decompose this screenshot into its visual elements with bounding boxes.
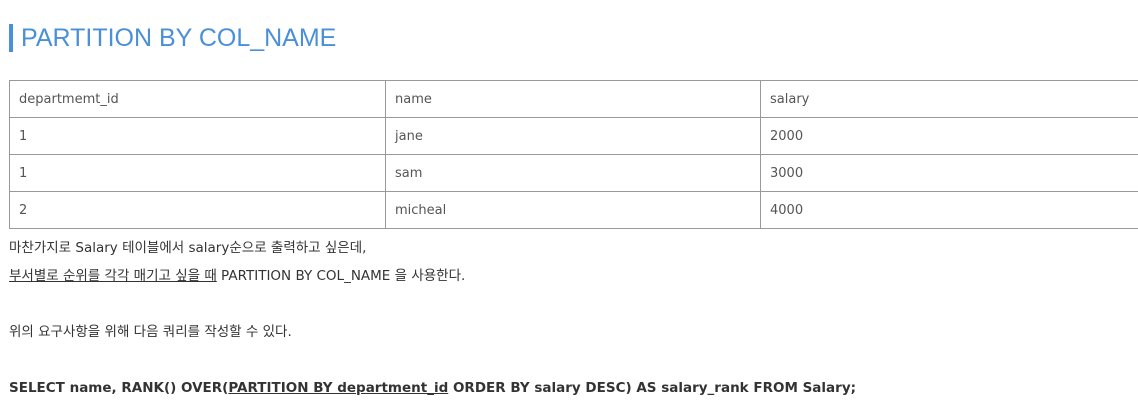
paragraph-line-3: 위의 요구사항을 위해 다음 쿼리를 작성할 수 있다. [9,324,292,340]
sql-partition-clause: PARTITION BY department_id [228,380,449,396]
table-cell: 2000 [760,117,1138,155]
paragraph-line-2: 부서별로 순위를 각각 매기고 싶을 때 PARTITION BY COL_NA… [9,266,465,286]
table-cell: jane [385,117,761,155]
table-header-cell: departmemt_id [9,80,386,118]
table-cell: sam [385,154,761,192]
sql-query-start: SELECT name, RANK() OVER( [9,380,229,396]
table-cell: 2 [9,191,386,229]
table-cell: 3000 [760,154,1138,192]
table-cell: 1 [9,154,386,192]
table-cell: micheal [385,191,761,229]
table-row: 1 sam 3000 [9,154,1138,192]
paragraph-line-1: 마찬가지로 Salary 테이블에서 salary순으로 출력하고 싶은데, [9,240,367,256]
sql-query-end: ORDER BY salary DESC) AS salary_rank FRO… [448,380,857,396]
sql-query: SELECT name, RANK() OVER(PARTITION BY de… [9,378,856,398]
underlined-phrase: 부서별로 순위를 각각 매기고 싶을 때 [9,268,217,284]
section-heading: PARTITION BY COL_NAME [9,24,336,52]
table-header-row: departmemt_id name salary [9,80,1138,118]
table-cell: 1 [9,117,386,155]
table-header-cell: name [385,80,761,118]
salary-table: departmemt_id name salary 1 jane 2000 1 … [9,80,1138,229]
table-row: 2 micheal 4000 [9,191,1138,229]
paragraph-line-2-rest: PARTITION BY COL_NAME 을 사용한다. [216,268,466,284]
table-cell: 4000 [760,191,1138,229]
table-row: 1 jane 2000 [9,117,1138,155]
table-header-cell: salary [760,80,1138,118]
